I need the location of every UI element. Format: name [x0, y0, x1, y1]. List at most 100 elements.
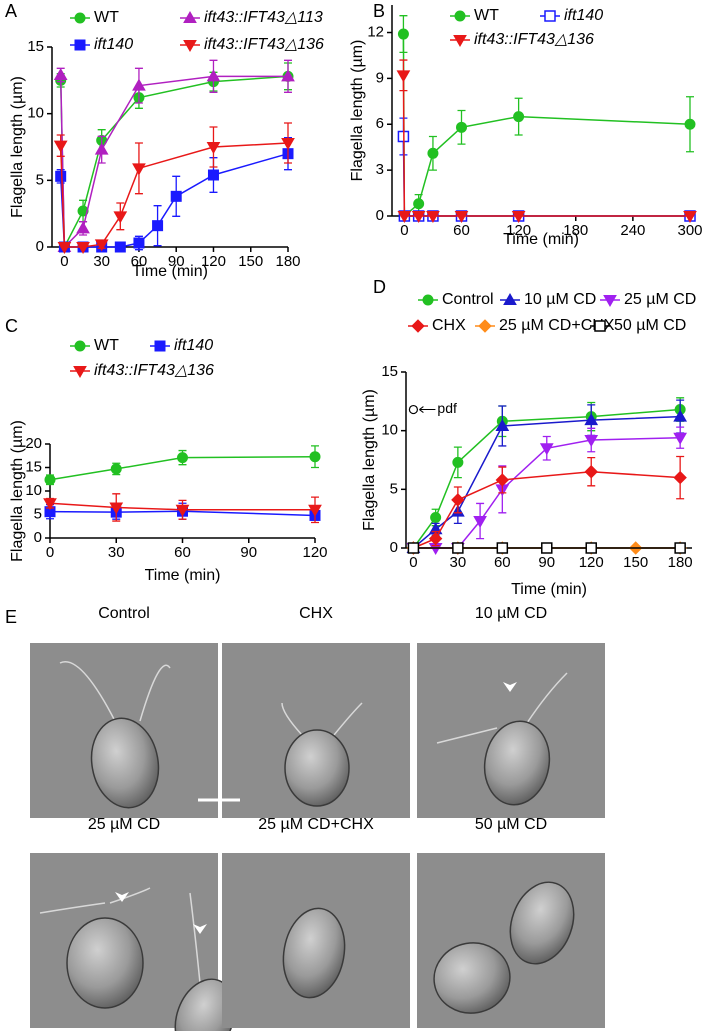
annotation-arrow	[419, 406, 436, 413]
series-line	[49, 502, 315, 511]
x-tick-label: 120	[201, 253, 226, 270]
arrowhead	[193, 924, 207, 934]
point	[397, 28, 409, 40]
point	[114, 241, 126, 253]
x-tick-label: 30	[450, 554, 467, 571]
legend-label: 10 µM CD	[524, 291, 596, 308]
y-tick-label: 10	[27, 105, 44, 122]
legend-marker	[73, 366, 87, 379]
point	[673, 432, 688, 445]
y-axis-title: Flagella length (µm)	[9, 76, 26, 218]
point	[55, 170, 67, 182]
y-tick-label: 12	[367, 23, 384, 40]
legend-marker	[74, 340, 86, 352]
flagellum	[109, 887, 151, 904]
y-axis-title: Flagella length (µm)	[361, 389, 378, 531]
panel-label: D	[373, 277, 386, 297]
y-tick-label: 6	[376, 115, 384, 132]
point	[430, 511, 442, 523]
x-tick-label: 0	[400, 222, 408, 239]
y-tick-label: 5	[390, 480, 398, 497]
legend-marker	[454, 10, 466, 22]
point	[308, 504, 322, 517]
point	[673, 409, 688, 422]
legend-marker	[453, 35, 467, 48]
y-tick-label: 0	[390, 539, 398, 556]
point	[451, 493, 465, 507]
flagellum	[39, 902, 106, 914]
point	[495, 473, 510, 487]
point	[309, 451, 321, 463]
legend-label: 50 µM CD	[614, 317, 686, 334]
point	[428, 531, 443, 546]
x-tick-label: 180	[668, 554, 693, 571]
point	[110, 463, 122, 475]
point	[76, 221, 90, 234]
legend-marker	[154, 340, 166, 352]
point	[109, 502, 124, 515]
point	[132, 78, 146, 91]
y-tick-label: 15	[27, 38, 44, 55]
panel-label: B	[373, 1, 385, 21]
legend-label: Control	[442, 291, 494, 308]
x-tick-label: 180	[275, 253, 300, 270]
legend-marker	[478, 319, 492, 333]
cell	[282, 907, 346, 999]
legend-marker	[74, 39, 86, 51]
x-tick-label: 0	[60, 253, 68, 270]
point	[207, 169, 219, 181]
legend-label: ift43::IFT43△136	[94, 362, 214, 379]
point	[170, 190, 182, 202]
point	[396, 70, 411, 83]
y-tick-label: 0	[36, 238, 44, 255]
point	[281, 69, 295, 82]
image-title: 25 µM CD	[88, 816, 160, 833]
legend-marker	[603, 295, 617, 308]
y-axis-title: Flagella length (µm)	[9, 420, 26, 562]
image-title: 50 µM CD	[475, 816, 547, 833]
legend-marker	[503, 292, 517, 305]
point	[175, 504, 190, 517]
point	[133, 237, 145, 249]
x-tick-label: 90	[538, 554, 555, 571]
series-line	[402, 34, 691, 218]
cell	[483, 720, 551, 806]
legend-label: ift140	[174, 337, 213, 354]
point	[683, 211, 697, 224]
point	[541, 542, 553, 554]
x-tick-label: 60	[494, 554, 511, 571]
y-tick-label: 15	[381, 363, 398, 380]
legend-label: ift43::IFT43△136	[474, 31, 594, 48]
y-tick-label: 5	[36, 171, 44, 188]
point	[77, 205, 89, 217]
point	[511, 211, 526, 224]
point	[53, 140, 68, 153]
cell	[509, 881, 575, 965]
x-tick-label: 150	[623, 554, 648, 571]
point	[452, 456, 464, 468]
point	[43, 498, 57, 511]
point	[281, 138, 295, 151]
point	[473, 516, 487, 529]
flagellum	[436, 727, 498, 744]
cell	[66, 917, 144, 1009]
legend-label: 25 µM CD+CHX	[499, 317, 615, 334]
micrograph	[30, 853, 236, 1031]
y-axis-title: Flagella length (µm)	[349, 40, 366, 182]
legend-marker	[422, 294, 434, 306]
x-tick-label: 240	[620, 222, 645, 239]
y-tick-label: 10	[381, 422, 398, 439]
series-line	[402, 75, 690, 217]
point	[206, 142, 221, 155]
x-axis-title: Time (min)	[132, 263, 208, 280]
y-tick-label: 20	[25, 435, 42, 452]
micrograph	[222, 853, 410, 1028]
legend-label: CHX	[432, 317, 466, 334]
point	[76, 242, 90, 255]
image-title: Control	[98, 605, 150, 622]
flagellum	[281, 702, 303, 736]
point	[397, 211, 412, 224]
point	[94, 239, 109, 252]
annotation-label: pdf	[437, 400, 457, 416]
